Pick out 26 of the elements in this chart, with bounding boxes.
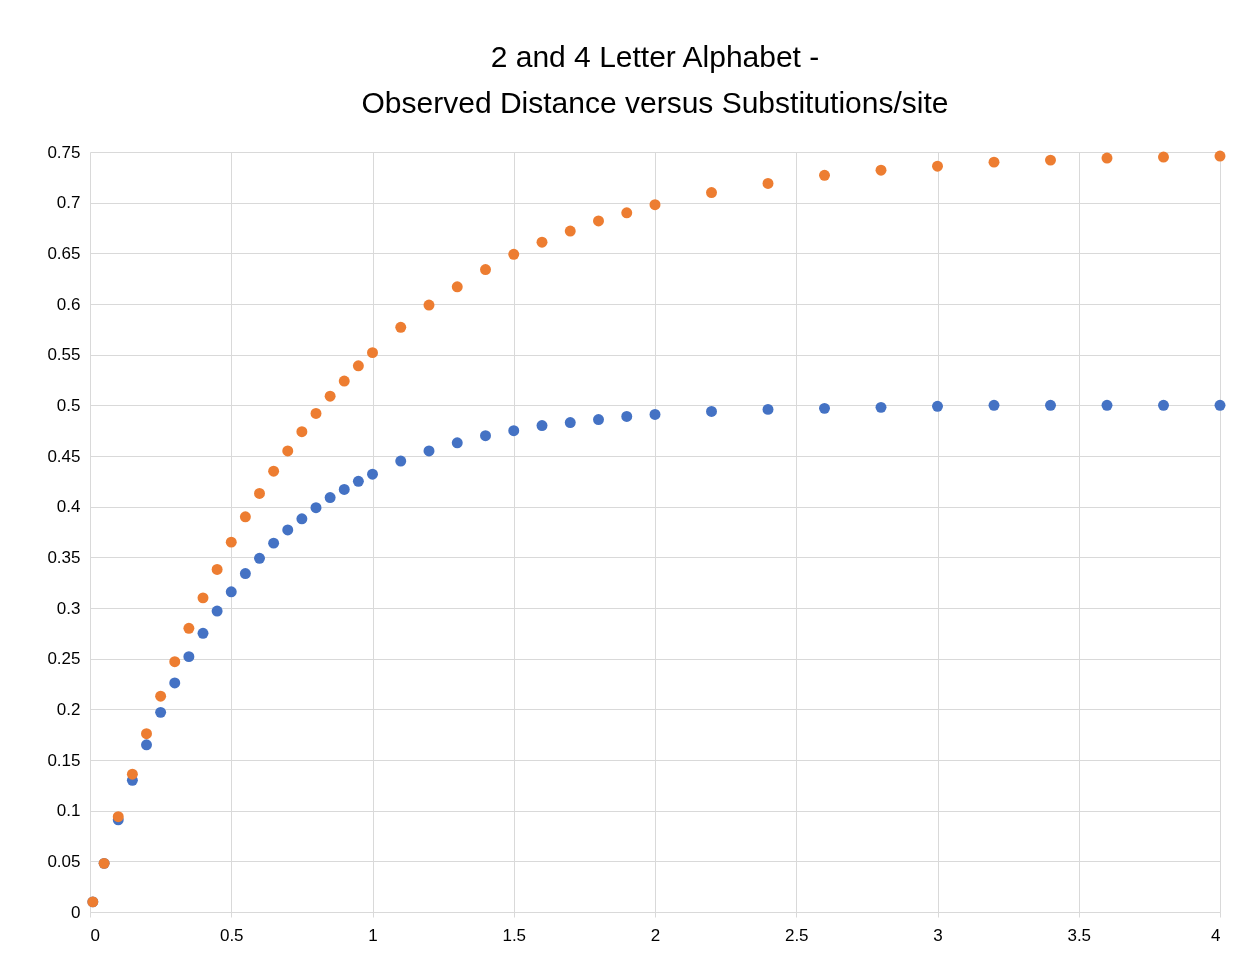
y-tick-label: 0.3	[56, 598, 81, 618]
y-tick-label: 0.05	[47, 851, 81, 871]
y-tick-label: 0.25	[47, 649, 81, 669]
x-tick-label: 1	[368, 925, 378, 945]
x-tick-label: 2.5	[784, 925, 809, 945]
y-tick-label: 0.45	[47, 446, 81, 466]
x-tick-label: 0	[90, 925, 100, 945]
x-tick-label: 4	[1211, 925, 1221, 945]
x-tick-label: 1.5	[502, 925, 527, 945]
y-tick-label: 0.55	[47, 345, 81, 365]
y-tick-label: 0.7	[56, 193, 81, 213]
y-tick-label: 0.4	[56, 497, 81, 517]
chart-title: 2 and 4 Letter Alphabet - Observed Distance versus Substitutions/site	[361, 40, 949, 119]
y-tick-label: 0	[71, 902, 81, 922]
y-tick-label: 0.65	[47, 243, 81, 263]
x-tick-label: 2	[650, 925, 661, 945]
x-tick-label: 3.5	[1067, 925, 1092, 945]
x-tick-label: 3	[933, 925, 943, 945]
y-tick-label: 0.35	[47, 547, 81, 567]
x-tick-label: 0.5	[219, 925, 244, 945]
y-tick-label: 0.75	[47, 142, 81, 162]
y-tick-label: 0.2	[56, 699, 81, 719]
y-tick-label: 0.6	[56, 294, 81, 314]
y-tick-label: 0.15	[47, 750, 81, 770]
y-tick-label: 0.5	[56, 395, 81, 415]
y-tick-label: 0.1	[56, 801, 81, 821]
